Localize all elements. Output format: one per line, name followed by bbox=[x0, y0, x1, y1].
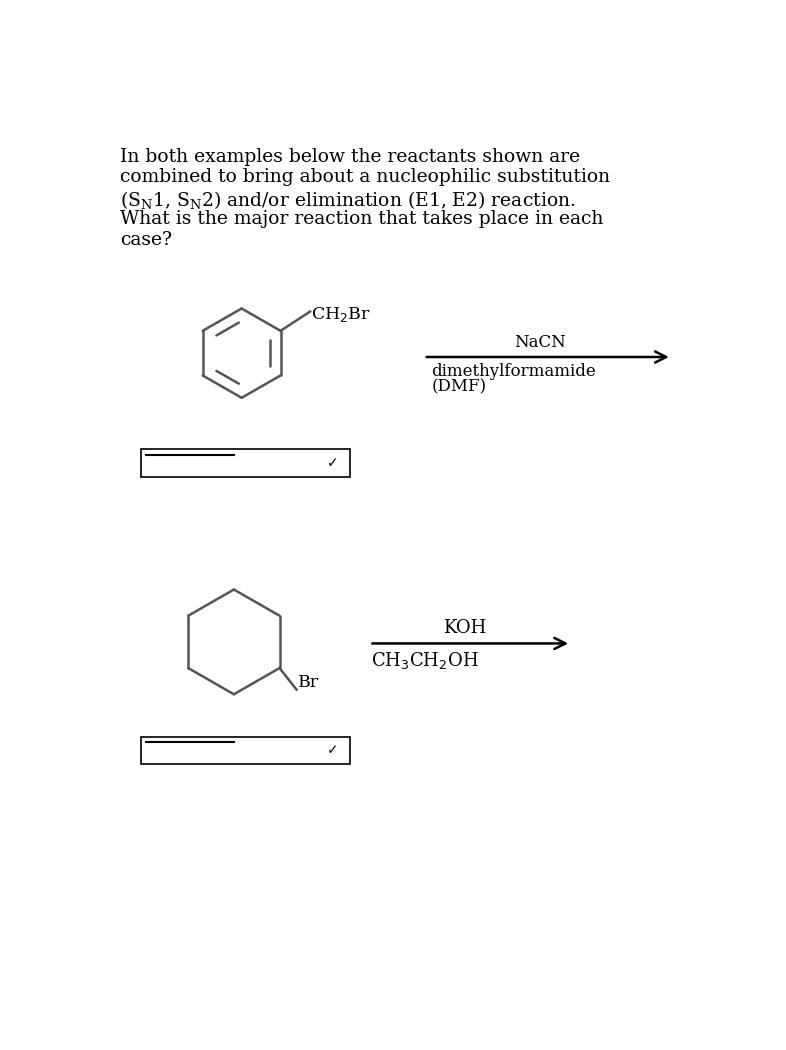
Bar bbox=[141, 737, 350, 764]
Text: ✓: ✓ bbox=[327, 743, 339, 757]
Text: case?: case? bbox=[120, 231, 172, 249]
Text: CH$_2$Br: CH$_2$Br bbox=[310, 306, 371, 324]
Text: dimethylformamide: dimethylformamide bbox=[432, 363, 597, 380]
Text: What is the major reaction that takes place in each: What is the major reaction that takes pl… bbox=[120, 210, 604, 228]
Text: ✓: ✓ bbox=[327, 457, 339, 470]
Text: ($\mathregular{S_N}$1, $\mathregular{S_N}$2) and/or elimination (E1, E2) reactio: ($\mathregular{S_N}$1, $\mathregular{S_N… bbox=[120, 189, 575, 211]
Text: (DMF): (DMF) bbox=[432, 379, 487, 396]
Text: Br: Br bbox=[298, 674, 319, 691]
Text: combined to bring about a nucleophilic substitution: combined to bring about a nucleophilic s… bbox=[120, 168, 610, 186]
Text: In both examples below the reactants shown are: In both examples below the reactants sho… bbox=[120, 148, 580, 166]
Text: CH$_3$CH$_2$OH: CH$_3$CH$_2$OH bbox=[371, 650, 479, 671]
Text: KOH: KOH bbox=[443, 620, 486, 637]
Bar bbox=[141, 449, 350, 477]
Text: NaCN: NaCN bbox=[514, 334, 566, 351]
